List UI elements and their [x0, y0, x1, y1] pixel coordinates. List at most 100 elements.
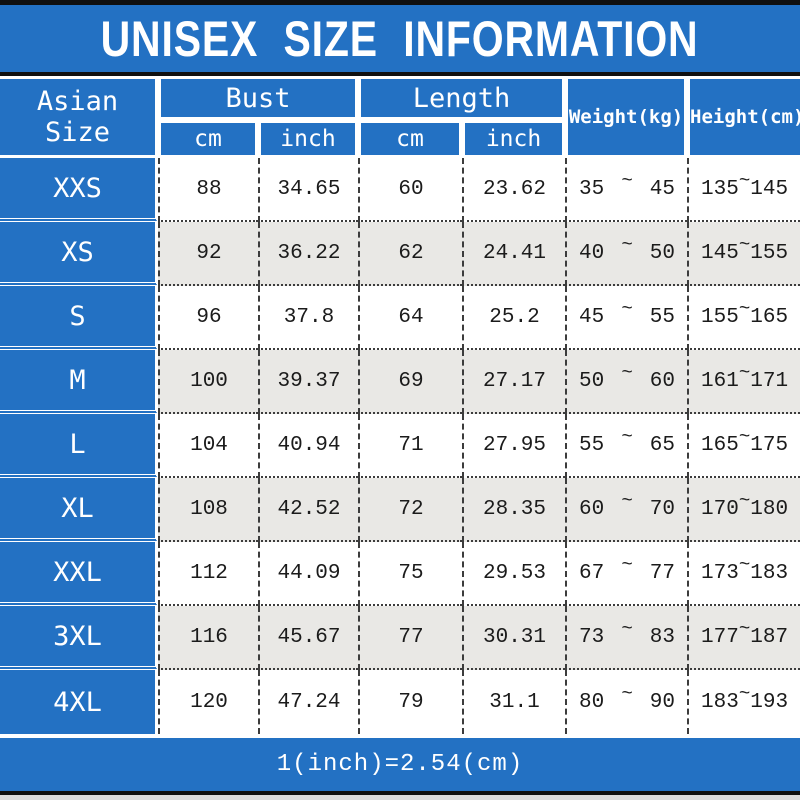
size-label: XXL	[0, 542, 158, 606]
bust-cm-value: 108	[158, 478, 258, 542]
height-min-value: 173	[701, 561, 739, 585]
tilde-symbol: ~	[621, 170, 633, 192]
height-range: 177 ~187	[687, 606, 800, 670]
tilde-symbol: ~	[738, 683, 751, 705]
length-inch-value: 28.35	[462, 478, 566, 542]
size-row-s: S 96 37.8 64 25.2 45 ~55 155 ~165	[0, 286, 800, 350]
bust-inch-value: 36.22	[258, 222, 358, 286]
weight-max-value: 65	[649, 433, 676, 457]
length-cm-value: 77	[358, 606, 462, 670]
size-label: XXS	[0, 158, 158, 222]
tilde-symbol: ~	[621, 426, 633, 448]
height-max-value: 165	[750, 305, 789, 329]
size-table: Asian Size Bust Length Weight(kg) Height…	[0, 76, 800, 734]
height-max-value: 145	[750, 177, 789, 201]
size-label: 3XL	[0, 606, 158, 670]
bust-inch-value: 44.09	[258, 542, 358, 606]
tilde-symbol: ~	[621, 234, 633, 256]
bust-inch-value: 37.8	[258, 286, 358, 350]
height-min-value: 183	[701, 690, 739, 714]
weight-min-value: 35	[579, 177, 605, 201]
length-cm-value: 72	[358, 478, 462, 542]
height-max-value: 193	[750, 690, 789, 714]
bust-cm-value: 120	[158, 670, 258, 734]
length-inch-value: 25.2	[462, 286, 566, 350]
weight-max-value: 90	[649, 690, 676, 714]
size-label: XL	[0, 478, 158, 542]
top-border-line	[0, 0, 800, 5]
height-range-wrap: 135 ~145	[689, 170, 800, 201]
weight-max-value: 55	[649, 305, 676, 329]
length-cm-value: 71	[358, 414, 462, 478]
footer-bar: 1(inch)=2.54(cm)	[0, 738, 800, 791]
length-cm-value: 64	[358, 286, 462, 350]
height-range: 173 ~183	[687, 542, 800, 606]
bust-inch-value: 45.67	[258, 606, 358, 670]
height-range-wrap: 165 ~175	[689, 426, 800, 457]
weight-range: 55 ~65	[565, 414, 688, 478]
column-header-weight: Weight(kg)	[565, 76, 688, 158]
height-max-value: 171	[750, 369, 789, 393]
size-row-xxl: XXL 112 44.09 75 29.53 67 ~77 173 ~183	[0, 542, 800, 606]
height-max-value: 175	[750, 433, 789, 457]
weight-range: 50 ~60	[565, 350, 688, 414]
weight-max-value: 60	[649, 369, 676, 393]
height-range: 161 ~171	[687, 350, 800, 414]
weight-range-wrap: 73 ~83	[567, 618, 687, 649]
bust-cm-value: 92	[158, 222, 258, 286]
height-range-wrap: 170 ~180	[689, 490, 800, 521]
weight-min-value: 40	[579, 241, 605, 265]
size-row-xxs: XXS 88 34.65 60 23.62 35 ~45 135 ~145	[0, 158, 800, 222]
tilde-symbol: ~	[738, 234, 751, 256]
tilde-symbol: ~	[621, 490, 633, 512]
weight-range-wrap: 35 ~45	[567, 170, 687, 201]
header-group-row: Asian Size Bust Length Weight(kg) Height…	[0, 76, 800, 158]
tilde-symbol: ~	[738, 554, 751, 576]
length-cm-value: 60	[358, 158, 462, 222]
column-header-length: Length	[358, 76, 566, 120]
subheader-length-cm: cm	[358, 120, 462, 158]
height-max-value: 155	[750, 241, 789, 265]
height-range-wrap: 161 ~171	[689, 362, 800, 393]
table-body: XXS 88 34.65 60 23.62 35 ~45 135 ~145 XS 92 36.22 62…	[0, 158, 800, 734]
bust-inch-value: 39.37	[258, 350, 358, 414]
height-min-value: 177	[701, 625, 739, 649]
subheader-length-inch: inch	[462, 120, 566, 158]
tilde-symbol: ~	[738, 426, 751, 448]
title-bar: UNISEX SIZE INFORMATION	[0, 5, 800, 76]
conversion-note: 1(inch)=2.54(cm)	[276, 751, 524, 778]
weight-max-value: 45	[649, 177, 676, 201]
header-sub-row: cm inch cm inch	[0, 120, 800, 158]
length-inch-value: 27.95	[462, 414, 566, 478]
tilde-symbol: ~	[738, 298, 751, 320]
bust-inch-value: 40.94	[258, 414, 358, 478]
tilde-symbol: ~	[621, 683, 633, 705]
weight-max-value: 83	[649, 625, 676, 649]
weight-range: 67 ~77	[565, 542, 688, 606]
length-inch-value: 30.31	[462, 606, 566, 670]
tilde-symbol: ~	[738, 362, 751, 384]
bust-cm-value: 88	[158, 158, 258, 222]
table-footer-gap	[0, 734, 800, 738]
tilde-symbol: ~	[621, 298, 633, 320]
weight-range-wrap: 40 ~50	[567, 234, 687, 265]
column-header-asian-size: Asian Size	[0, 76, 158, 158]
size-row-l: L 104 40.94 71 27.95 55 ~65 165 ~175	[0, 414, 800, 478]
size-row-3xl: 3XL 116 45.67 77 30.31 73 ~83 177 ~187	[0, 606, 800, 670]
height-max-value: 180	[750, 497, 789, 521]
weight-range: 45 ~55	[565, 286, 688, 350]
size-row-4xl: 4XL 120 47.24 79 31.1 80 ~90 183 ~193	[0, 670, 800, 734]
size-label: M	[0, 350, 158, 414]
size-label: S	[0, 286, 158, 350]
height-range: 155 ~165	[687, 286, 800, 350]
height-range-wrap: 183 ~193	[689, 683, 800, 714]
tilde-symbol: ~	[738, 490, 751, 512]
weight-min-value: 45	[579, 305, 605, 329]
subheader-bust-cm: cm	[158, 120, 258, 158]
tilde-symbol: ~	[738, 170, 751, 192]
size-row-xl: XL 108 42.52 72 28.35 60 ~70 170 ~180	[0, 478, 800, 542]
page-title: UNISEX SIZE INFORMATION	[101, 10, 699, 67]
height-range: 183 ~193	[687, 670, 800, 734]
weight-range-wrap: 50 ~60	[567, 362, 687, 393]
